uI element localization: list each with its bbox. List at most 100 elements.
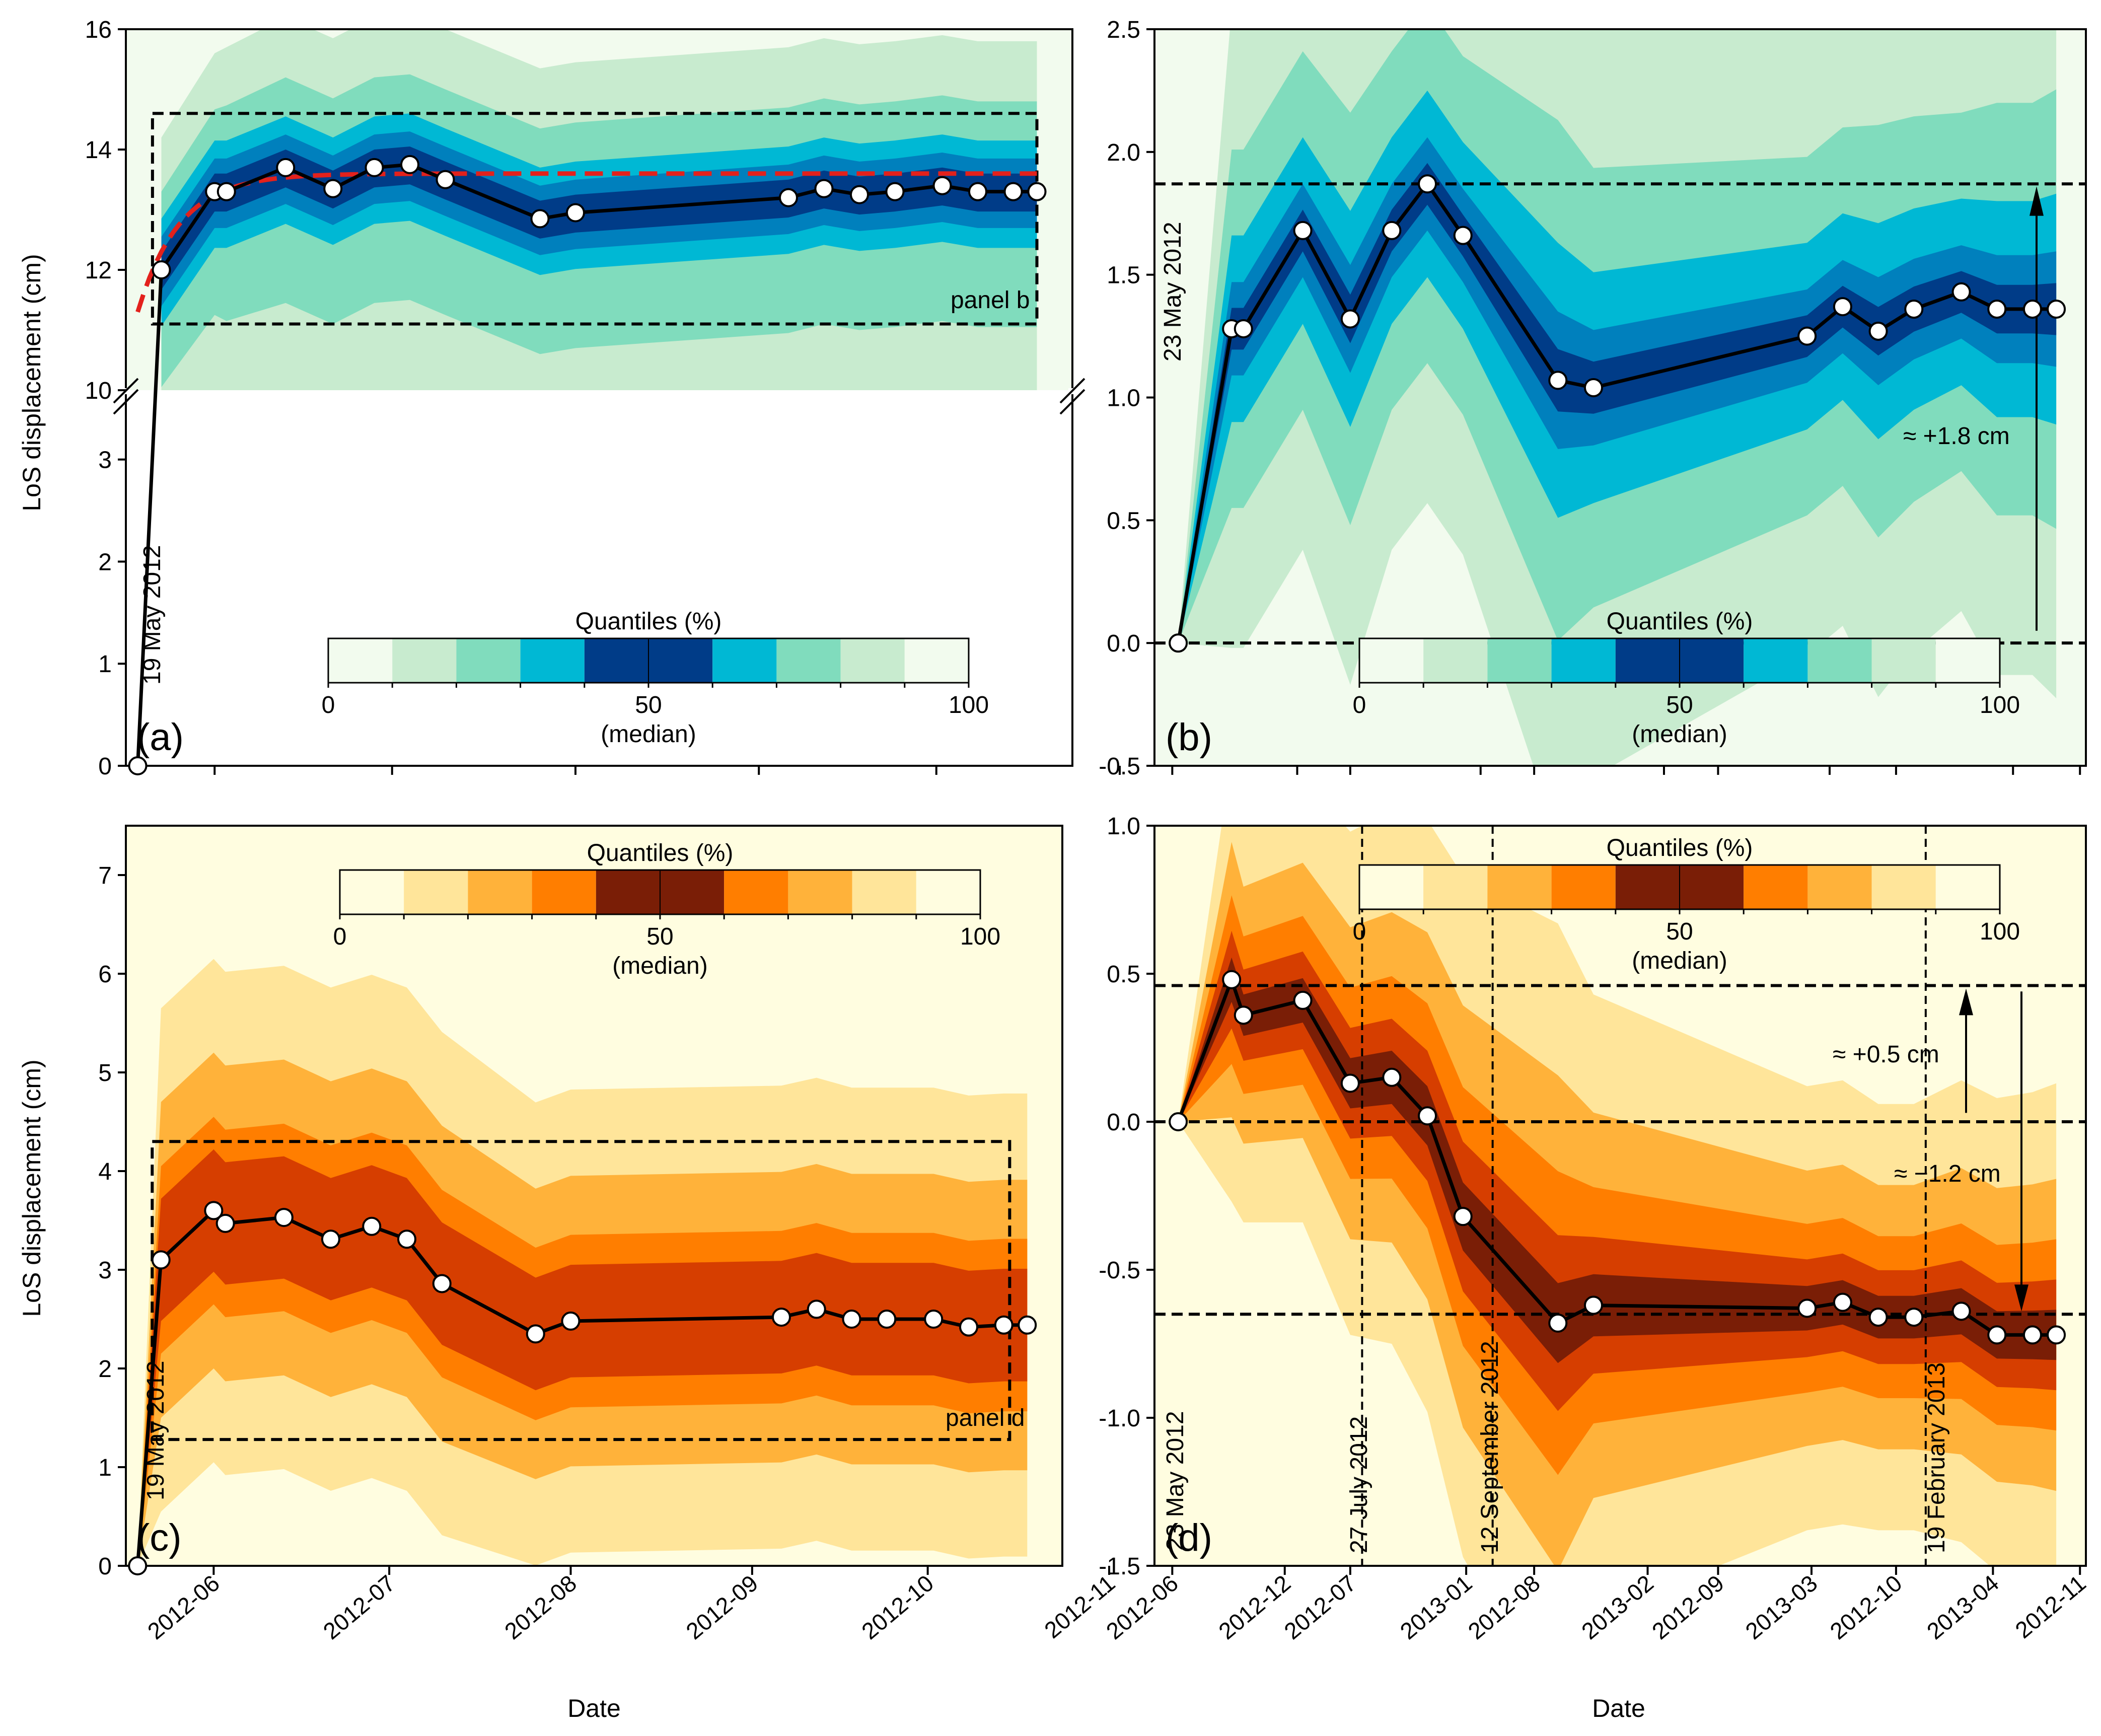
median-point [968,182,987,201]
x-tick-label: 2012-07 [1279,1570,1361,1644]
panel-d-quantile-bands [1178,826,2057,1566]
median-point [1340,1073,1360,1093]
median-point [432,1274,452,1293]
colorbar-segment [724,870,788,914]
colorbar-segment [1487,865,1552,909]
median-point [1003,182,1023,201]
colorbar-tick-label: 100 [1980,918,2020,945]
median-point [1868,1308,1888,1327]
median-point [1293,990,1313,1010]
y-tick-label: 1 [98,651,112,678]
panel-c-label: (c) [137,1516,182,1559]
median-point [1234,319,1253,338]
colorbar-segment [1871,638,1936,683]
y-tick-label: 4 [98,1159,112,1185]
median-point [1453,1207,1473,1226]
panel-d-date-annotation: 23 May 2012 [1162,1411,1189,1551]
x-tick-label: 2013-01 [1395,1570,1477,1644]
median-point [850,185,869,204]
x-tick-label: 2012-11 [2010,1570,2091,1643]
panel-a-quantile-bands [126,29,1072,766]
y-tick-label: 3 [98,447,112,474]
quantile-band-0 [1178,163,2057,643]
median-point [1548,1313,1568,1333]
y-tick-label: 3 [98,1257,112,1284]
panel-d-event-label-september: 12 September 2012 [1477,1341,1503,1553]
lower-segment-background [126,390,1072,766]
colorbar-segment [340,870,404,914]
colorbar-median-label: (median) [1632,721,1727,748]
median-point [1987,1325,2007,1345]
colorbar-segment [1551,865,1616,909]
colorbar-segment [1359,865,1424,909]
median-point [2022,299,2042,319]
median-point [1418,1106,1437,1126]
y-tick-label: 2.5 [1107,17,1140,43]
panel-c-overlays [151,1140,1011,1441]
median-point [877,1310,897,1329]
panel-d-label: (d) [1166,1516,1212,1559]
y-tick-label: 0.5 [1107,961,1140,988]
colorbar-tick-label: 50 [1666,918,1693,945]
median-point [1169,633,1188,653]
colorbar-tick-label: 50 [635,692,662,718]
median-point [362,1216,382,1236]
colorbar-segment [1744,865,1808,909]
median-point [204,1201,224,1220]
panel-b-median-series [1169,174,2066,653]
change-arrow-head [2030,186,2044,216]
x-tick-label: 2012-07 [318,1570,400,1644]
y-tick-label: 0.0 [1107,630,1140,657]
median-point [1453,226,1473,245]
colorbar-tick-label: 100 [960,923,1000,950]
colorbar-segment [776,638,841,683]
colorbar-segment [456,638,521,683]
colorbar-segment [1487,638,1552,683]
colorbar-tick-label: 0 [1353,918,1366,945]
colorbar-median-label: (median) [612,953,707,979]
colorbar-segment [1359,638,1424,683]
median-point [779,188,798,207]
x-tick-label: 2013-02 [1576,1570,1658,1644]
panel-d-overlays [1154,826,2086,1566]
y-axis-title-top: LoS displacement (cm) [18,254,46,511]
median-point [365,158,384,177]
x-tick-label: 2013-04 [1922,1570,2004,1644]
panel-a-frame [125,28,1073,767]
median-point [1797,326,1817,346]
x-tick-label: 2012-06 [142,1570,225,1644]
colorbar-segment [904,638,969,683]
median-point [1797,1298,1817,1318]
y-tick-label: 1.5 [1107,262,1140,289]
x-tick-label: 2012-10 [1825,1570,1907,1644]
y-tick-label: 1.0 [1107,813,1140,840]
x-tick-label: 2012-09 [1647,1570,1729,1644]
median-point [436,170,455,189]
colorbar-tick-label: 100 [949,692,989,718]
median-point [397,1229,416,1249]
y-tick-label: 1.0 [1107,385,1140,412]
median-point [1222,970,1242,989]
colorbar-title: Quantiles (%) [1607,835,1753,861]
median-point [1340,309,1360,329]
median-point [1987,299,2007,319]
x-tick-label: 2012-10 [856,1570,938,1644]
break-mark-right-1 [1059,378,1085,404]
panel-a-median-series [128,155,1047,775]
y-tick-label: 2 [98,549,112,575]
colorbar-tick-label: 50 [1666,692,1693,718]
y-tick-label: 14 [85,137,112,164]
x-tick-label: 2012-09 [681,1570,763,1644]
median-point [276,158,296,177]
colorbar-segment [520,638,585,683]
quantile-band-0 [137,1149,1028,1566]
colorbar-segment [1871,865,1936,909]
median-point [526,1324,545,1344]
panel-c-frame [125,825,1063,1567]
colorbar-tick-label: 0 [333,923,347,950]
y-tick-label: 0.0 [1107,1109,1140,1136]
median-point [1583,378,1603,397]
